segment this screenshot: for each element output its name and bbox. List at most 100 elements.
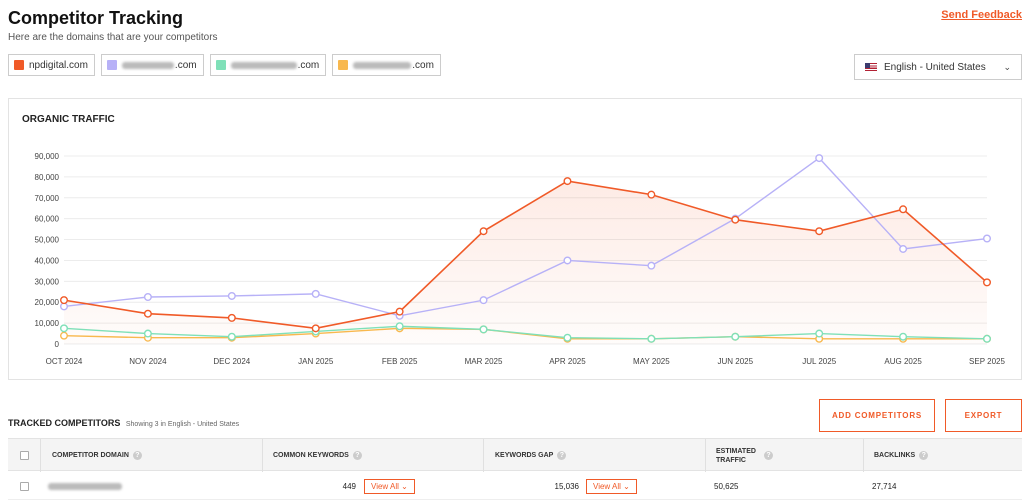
domain-chip-competitor-3[interactable]: .com	[332, 54, 441, 76]
data-point	[563, 177, 572, 186]
x-tick-label: JAN 2025	[298, 357, 334, 366]
header-common-keywords[interactable]: COMMON KEYWORDS?	[273, 439, 362, 472]
data-point	[60, 331, 69, 340]
row-checkbox[interactable]	[20, 472, 29, 500]
table-header: COMPETITOR DOMAIN? COMMON KEYWORDS? KEYW…	[8, 438, 1022, 472]
organic-traffic-card: ORGANIC TRAFFIC 0 10,000 20,000 30,000 40,00…	[8, 98, 1022, 380]
header-backlinks[interactable]: BACKLINKS?	[874, 439, 929, 472]
color-swatch-icon	[14, 60, 24, 70]
data-point	[60, 296, 69, 305]
y-tick-label: 10,000	[35, 319, 60, 328]
color-swatch-icon	[215, 60, 226, 70]
chart-title: ORGANIC TRAFFIC	[22, 114, 115, 125]
language-select[interactable]: English - United States ⌄	[854, 54, 1022, 80]
data-point	[899, 244, 908, 253]
y-tick-label: 40,000	[35, 256, 60, 265]
y-tick-label: 60,000	[35, 215, 60, 224]
x-tick-label: JUN 2025	[717, 357, 753, 366]
help-icon[interactable]: ?	[352, 451, 362, 460]
data-point	[143, 329, 152, 338]
select-all-checkbox[interactable]	[20, 439, 29, 472]
data-point	[731, 332, 740, 341]
data-point	[815, 154, 824, 163]
data-point	[983, 334, 992, 343]
x-tick-label: OCT 2024	[46, 357, 83, 366]
blurred-domain	[121, 61, 174, 69]
view-all-gap-button[interactable]: View All ⌄	[586, 472, 637, 500]
data-point	[479, 325, 488, 334]
add-competitors-button[interactable]: ADD COMPETITORS	[819, 399, 935, 432]
help-icon[interactable]: ?	[919, 451, 929, 460]
header-estimated-traffic[interactable]: ESTIMATED TRAFFIC	[716, 447, 756, 464]
color-swatch-icon	[338, 60, 349, 70]
series-line	[63, 180, 988, 330]
page-subtitle: Here are the domains that are your compe…	[8, 32, 218, 43]
competitor-domain-cell[interactable]	[48, 472, 123, 500]
data-point	[143, 309, 152, 318]
x-tick-label: JUL 2025	[802, 357, 837, 366]
data-point	[647, 261, 656, 270]
domain-chip-npdigital[interactable]: npdigital.com	[8, 54, 95, 76]
color-swatch-icon	[106, 60, 117, 70]
data-point	[227, 313, 236, 322]
x-tick-label: FEB 2025	[382, 357, 418, 366]
domain-chip-label: .com	[174, 59, 197, 71]
header-keywords-gap[interactable]: KEYWORDS GAP?	[495, 439, 567, 472]
backlinks-value: 27,714	[872, 481, 897, 491]
view-all-common-button[interactable]: View All ⌄	[364, 472, 415, 500]
help-icon[interactable]: ?	[760, 439, 773, 472]
data-point	[563, 333, 572, 342]
x-tick-label: SEP 2025	[969, 357, 1005, 366]
data-point	[395, 322, 404, 331]
language-label: English - United States	[884, 61, 986, 73]
estimated-traffic-value: 50,625	[714, 481, 739, 491]
table-row: 449 View All ⌄ 15,036 View All ⌄ 50,625 …	[8, 472, 1022, 500]
keywords-gap-value: 15,036	[554, 481, 579, 491]
y-tick-label: 20,000	[35, 298, 60, 307]
data-point	[479, 296, 488, 305]
domain-chip-competitor-1[interactable]: .com	[100, 54, 204, 76]
series-area	[64, 181, 987, 344]
help-icon[interactable]: ?	[557, 451, 567, 460]
data-point	[731, 215, 740, 224]
data-point	[395, 307, 404, 316]
send-feedback-link[interactable]: Send Feedback	[941, 9, 1022, 21]
data-point	[815, 227, 824, 236]
x-tick-label: APR 2025	[549, 357, 586, 366]
y-tick-label: 30,000	[35, 277, 60, 286]
us-flag-icon	[865, 63, 877, 71]
x-tick-label: MAR 2025	[465, 357, 503, 366]
help-icon[interactable]: ?	[132, 451, 142, 460]
chevron-down-icon: ⌄	[1003, 61, 1011, 72]
domain-chip-label: .com	[297, 59, 320, 71]
domain-chip-competitor-2[interactable]: .com	[209, 54, 327, 76]
common-keywords-value: 449	[342, 481, 356, 491]
domain-chip-label: .com	[412, 59, 434, 71]
data-point	[143, 292, 152, 301]
data-point	[563, 256, 572, 265]
x-tick-label: DEC 2024	[213, 357, 250, 366]
blurred-domain	[230, 61, 297, 69]
organic-traffic-chart: 0 10,000 20,000 30,000 40,000 50,000 60,000 70,…	[35, 152, 1006, 366]
blurred-domain	[353, 61, 412, 69]
y-tick-label: 50,000	[35, 236, 60, 245]
series-line	[63, 325, 988, 340]
x-tick-label: MAY 2025	[633, 357, 670, 366]
y-tick-label: 80,000	[35, 173, 60, 182]
x-tick-label: AUG 2025	[884, 357, 922, 366]
data-point	[227, 332, 236, 341]
tracked-note: Showing 3 in English - United States	[125, 421, 240, 428]
y-tick-label: 0	[55, 340, 60, 349]
data-point	[899, 205, 908, 214]
data-point	[983, 278, 992, 287]
series-line	[63, 157, 988, 317]
export-button[interactable]: EXPORT	[945, 399, 1022, 432]
y-tick-label: 70,000	[35, 194, 60, 203]
data-point	[311, 324, 320, 333]
x-tick-label: NOV 2024	[129, 357, 167, 366]
tracked-competitors-heading: TRACKED COMPETITORS Showing 3 in English…	[8, 418, 239, 428]
header-domain[interactable]: COMPETITOR DOMAIN?	[52, 439, 142, 472]
data-point	[311, 289, 320, 298]
data-point	[227, 291, 236, 300]
domain-chip-label: npdigital.com	[29, 59, 88, 71]
